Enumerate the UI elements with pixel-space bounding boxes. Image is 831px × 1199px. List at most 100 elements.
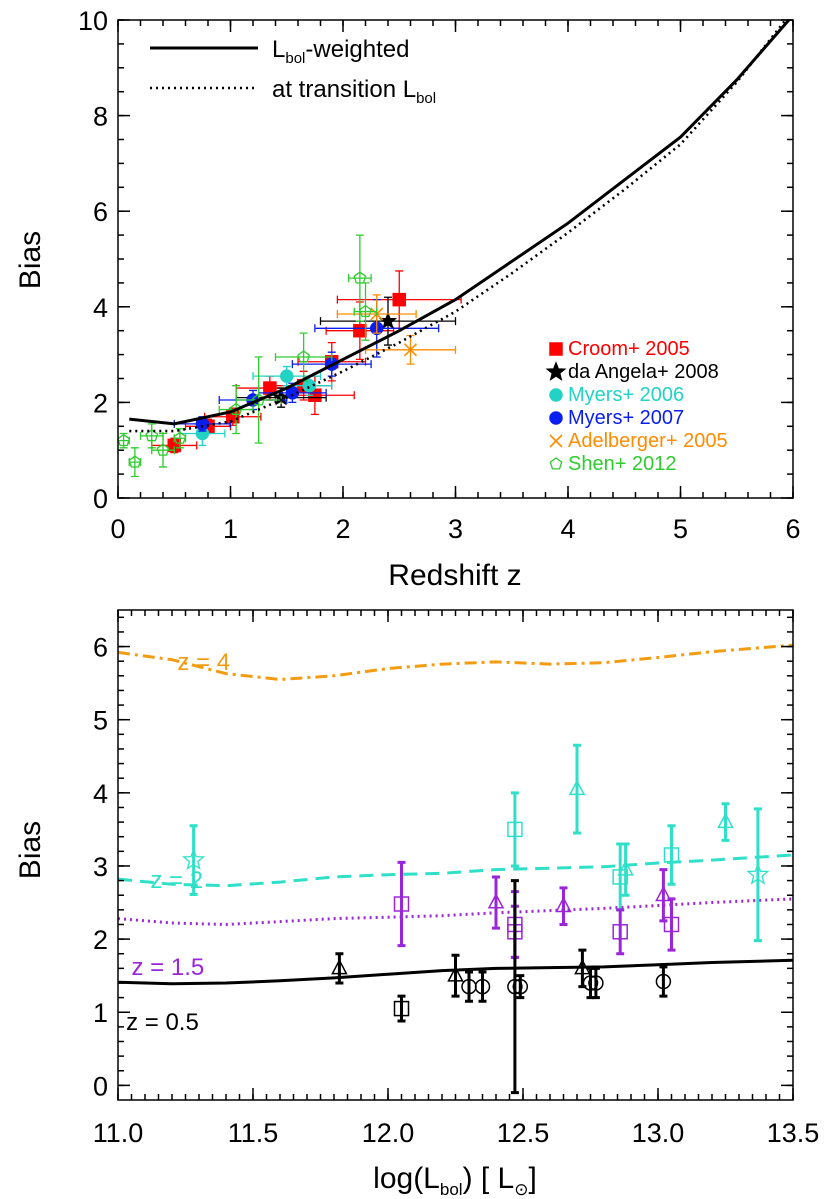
- top-data-point: [297, 350, 311, 363]
- top-data-point: [392, 292, 406, 307]
- bottom-error-bar: [510, 879, 519, 1095]
- bottom-data-point: [717, 812, 734, 829]
- legend-marker: [545, 361, 567, 381]
- bottom-error-bar: [478, 970, 487, 1003]
- bottom-error-bar: [616, 842, 625, 912]
- bottom-error-bar: [465, 970, 473, 1003]
- bottom-y-tick-label: 6: [93, 633, 108, 663]
- bottom-data-point: [512, 978, 529, 995]
- top-data-point: [280, 369, 294, 383]
- bottom-point-group: [393, 994, 410, 1023]
- top-data-point: [173, 431, 187, 444]
- bottom-data-point: [612, 924, 628, 940]
- top-y-tick-label: 8: [93, 102, 108, 132]
- top-data-point: [353, 271, 367, 284]
- bottom-data-point: [617, 859, 634, 876]
- bottom-data-point: [393, 896, 410, 912]
- top-error-bar: [274, 332, 333, 382]
- bottom-data-point: [568, 779, 586, 796]
- bottom-data-point: [574, 958, 591, 975]
- top-x-tick-label: 6: [785, 514, 800, 544]
- bottom-x-tick-label: 11.5: [228, 1118, 279, 1148]
- bottom-data-point: [507, 821, 523, 838]
- bottom-error-bar: [510, 791, 519, 868]
- legend-marker-label: Shen+ 2012: [568, 453, 676, 475]
- top-plot-content: [118, 20, 791, 478]
- top-data-point: [156, 443, 170, 456]
- bottom-error-bar: [573, 743, 581, 835]
- legend-marker-label: da Angela+ 2008: [568, 361, 719, 383]
- bottom-point-group: [393, 860, 680, 959]
- bottom-series-line: [118, 853, 793, 888]
- bottom-data-point: [663, 847, 680, 863]
- top-error-bar: [151, 432, 175, 468]
- bottom-error-bar: [189, 824, 198, 896]
- bottom-data-point: [612, 869, 628, 885]
- bottom-error-bar: [591, 966, 600, 1000]
- bottom-error-bar: [667, 897, 676, 952]
- legend-marker: [549, 457, 563, 470]
- bottom-data-point: [474, 978, 491, 995]
- top-series-line: [129, 20, 791, 426]
- top-x-axis-label: Redshift z: [388, 559, 521, 592]
- bottom-error-bar: [667, 824, 676, 886]
- top-y-tick-label: 2: [93, 388, 108, 418]
- bottom-x-axis-label: log(Lbol) [ L⊙]: [373, 1162, 537, 1199]
- curve-label: z = 1.5: [132, 954, 205, 981]
- bottom-series-line: [118, 643, 793, 681]
- bottom-error-bar: [397, 994, 406, 1023]
- bottom-y-tick-label: 4: [93, 779, 108, 809]
- top-y-axis-label: Bias: [14, 231, 47, 289]
- top-y-tick-label: 6: [93, 197, 108, 227]
- bottom-point-group: [181, 807, 770, 943]
- bottom-data-point: [447, 966, 464, 982]
- bottom-series-line: [118, 897, 793, 926]
- bottom-axis-ticks: 11.0 11.5 12.0 12.5 13.0 13.5 0 1 2 3 4 5 6: [93, 610, 819, 1148]
- bottom-point-group: [568, 743, 734, 897]
- bottom-data-point: [582, 975, 599, 991]
- bottom-data-point: [555, 896, 572, 913]
- top-series-line: [129, 20, 788, 433]
- top-data-point: [118, 433, 131, 447]
- bottom-data-point: [487, 892, 505, 909]
- bottom-data-point: [746, 862, 770, 885]
- bottom-data-point: [181, 847, 206, 870]
- bottom-y-tick-label: 5: [93, 706, 108, 736]
- legend-marker: [549, 388, 563, 402]
- bottom-error-bar: [335, 952, 344, 985]
- bottom-plot-content: z = 4 z = 2 z = 1.5 z = 0.5: [118, 643, 793, 1095]
- top-data-point: [302, 378, 316, 393]
- legend-marker-label: Myers+ 2006: [568, 384, 684, 406]
- bottom-error-bar: [616, 908, 625, 956]
- top-x-tick-label: 5: [673, 514, 688, 544]
- top-x-tick-label: 1: [223, 514, 238, 544]
- top-y-tick-label: 0: [93, 484, 108, 514]
- legend-line-label: at transition Lbol: [272, 76, 436, 107]
- top-x-tick-label: 0: [110, 514, 125, 544]
- top-y-tick-label: 4: [93, 293, 108, 323]
- bottom-data-point: [655, 885, 672, 902]
- top-error-bar: [128, 447, 142, 478]
- bottom-plot-frame: [117, 609, 794, 1101]
- top-x-tick-label: 2: [335, 514, 350, 544]
- bottom-error-bar: [586, 966, 595, 1000]
- top-data-point: [403, 343, 418, 357]
- curve-label: z = 2: [150, 867, 203, 894]
- bottom-error-bar: [559, 886, 568, 926]
- bottom-error-bar: [659, 868, 668, 923]
- bottom-data-point: [663, 916, 680, 933]
- bottom-error-bar: [621, 842, 630, 897]
- top-data-point: [353, 323, 367, 338]
- bottom-data-point: [393, 1000, 410, 1017]
- legend-marker: [549, 411, 563, 425]
- top-x-tick-label: 4: [560, 514, 575, 544]
- bottom-y-tick-label: 2: [93, 925, 108, 955]
- legend-marker: [549, 342, 563, 356]
- bottom-data-point: [507, 978, 523, 995]
- bottom-y-tick-label: 1: [93, 998, 108, 1028]
- bottom-data-point: [655, 973, 672, 990]
- top-panel: 0 1 2 3 4 5 6 0 2 4 6 8 10 Redshift z Bias Lbol-weig…: [14, 6, 801, 592]
- bottom-point-group: [487, 868, 672, 930]
- bottom-data-point: [331, 958, 348, 975]
